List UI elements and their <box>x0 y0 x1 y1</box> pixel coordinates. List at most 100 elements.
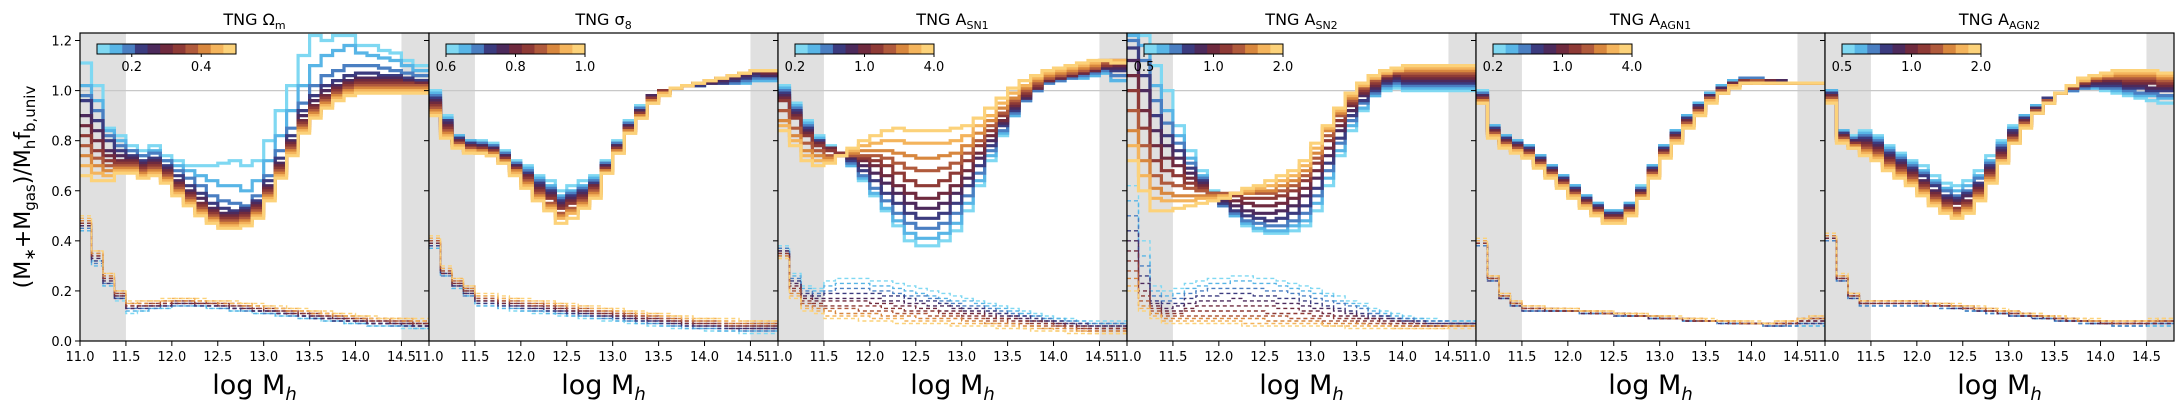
dashed-series-6 <box>1127 250 1476 327</box>
colorbar-tick-label: 0.2 <box>1483 60 1504 75</box>
solid-series-11 <box>80 91 429 230</box>
colorbar-swatch <box>1169 44 1183 54</box>
x-tick-label: 14.5 <box>387 350 416 365</box>
colorbar-swatch <box>908 44 922 54</box>
x-tick-label: 11.0 <box>1811 350 1840 365</box>
panel-title: TNG AAGN1 <box>1609 10 1691 32</box>
colorbar-swatch <box>1568 44 1582 54</box>
series-group <box>1476 76 1825 327</box>
colorbar-tick-label: 4.0 <box>1622 60 1643 75</box>
panel-title: TNG AAGN2 <box>1958 10 2040 32</box>
x-tick-label: 12.5 <box>1599 350 1628 365</box>
panel-6: TNG AAGN2 11.0 11.5 12.0 12.5 13.0 13.5 14.0 14.… <box>1811 10 2175 405</box>
colorbar-swatch <box>1867 44 1881 54</box>
solid-series-3 <box>1127 38 1476 228</box>
dashed-series-9 <box>429 237 778 325</box>
colorbar-swatch <box>1917 44 1931 54</box>
x-axis-label: log Mh <box>212 370 296 405</box>
shaded-region <box>1797 33 1825 341</box>
colorbar-swatch <box>210 44 224 54</box>
colorbar-swatch <box>795 44 809 54</box>
series-group <box>1825 69 2174 327</box>
series-group <box>429 69 778 335</box>
colorbar-swatch <box>1505 44 1519 54</box>
x-tick-label: 11.5 <box>1856 350 1885 365</box>
dashed-series-9 <box>1825 235 2174 322</box>
colorbar-swatch <box>1854 44 1868 54</box>
colorbar-swatch <box>832 44 847 54</box>
solid-series-8 <box>1127 71 1476 195</box>
x-tick-label: 13.0 <box>947 350 976 365</box>
y-tick-label: 0.8 <box>51 135 72 150</box>
dashed-series-1 <box>1127 185 1476 322</box>
colorbar-swatch <box>160 44 174 54</box>
series-group <box>80 33 429 330</box>
x-axis-label: log Mh <box>1259 370 1343 405</box>
dashed-series-10 <box>778 257 1127 335</box>
colorbar-frame <box>96 43 237 55</box>
dashed-series-2 <box>1127 200 1476 322</box>
x-tick-label: 13.5 <box>295 350 324 365</box>
solid-series-2 <box>1476 76 1825 213</box>
panel-2: TNG σ8 11.0 11.5 12.0 12.5 13.0 13.5 14.0 14.5 lo… <box>415 10 779 405</box>
colorbar-swatch <box>845 44 859 54</box>
colorbar-swatch <box>1245 44 1259 54</box>
x-tick-label: 12.0 <box>855 350 884 365</box>
solid-series-5 <box>1127 58 1476 215</box>
solid-series-4 <box>1476 79 1825 215</box>
dashed-series-10 <box>1127 285 1476 330</box>
colorbar-swatch <box>572 44 586 54</box>
panel-title: TNG ASN1 <box>915 10 988 32</box>
dashed-series-3 <box>1476 245 1825 327</box>
colorbar-swatch <box>458 44 472 54</box>
colorbar-swatch <box>559 44 573 54</box>
colorbar-swatch <box>509 44 523 54</box>
solid-series-4 <box>429 74 778 203</box>
dashed-series-9 <box>80 220 429 322</box>
colorbar-swatch <box>1207 44 1221 54</box>
x-tick-label: 12.0 <box>1902 350 1931 365</box>
dashed-series-7 <box>429 240 778 327</box>
x-tick-label: 12.5 <box>901 350 930 365</box>
colorbar-swatch <box>1181 44 1196 54</box>
colorbar-swatch <box>1257 44 1271 54</box>
colorbar-swatch <box>1232 44 1246 54</box>
solid-series-1 <box>80 33 429 168</box>
x-tick-label: 11.0 <box>1462 350 1491 365</box>
shaded-region <box>80 33 126 341</box>
colorbar-swatch <box>896 44 910 54</box>
colorbar-swatch <box>185 44 199 54</box>
dashed-series-1 <box>778 245 1127 322</box>
colorbar-tick-label: 0.2 <box>121 60 142 75</box>
dashed-series-7 <box>778 252 1127 330</box>
colorbar-swatch <box>1543 44 1557 54</box>
x-tick-label: 14.5 <box>1085 350 1114 365</box>
y-tick-label: 1.0 <box>51 85 72 100</box>
x-tick-label: 12.5 <box>552 350 581 365</box>
x-tick-label: 13.0 <box>1296 350 1325 365</box>
x-tick-label: 12.0 <box>157 350 186 365</box>
dashed-series-6 <box>778 252 1127 330</box>
colorbar-tick-label: 0.2 <box>785 60 806 75</box>
x-tick-label: 14.0 <box>2086 350 2115 365</box>
shaded-region <box>750 33 778 341</box>
x-tick-label: 12.5 <box>1948 350 1977 365</box>
x-tick-label: 14.0 <box>690 350 719 365</box>
panel-title: TNG ASN2 <box>1264 10 1337 32</box>
dashed-series-8 <box>429 240 778 325</box>
colorbar-tick-label: 2.0 <box>1971 60 1992 75</box>
panel-3: TNG ASN1 11.0 11.5 12.0 12.5 13.0 13.5 14.0 14.5… <box>764 10 1128 405</box>
dashed-series-11 <box>1476 237 1825 325</box>
y-tick-label: 1.2 <box>51 35 72 50</box>
dashed-series-7 <box>1127 260 1476 327</box>
colorbar: 0.2 1.0 4.0 <box>785 43 944 75</box>
shaded-region <box>429 33 475 341</box>
colorbar-swatch <box>1619 44 1633 54</box>
y-axis-label: (M∗+Mgas)/Mhfb,univ <box>11 86 39 289</box>
colorbar-swatch <box>1842 44 1856 54</box>
colorbar-swatch <box>122 44 136 54</box>
colorbar-tick-label: 0.6 <box>436 60 457 75</box>
x-tick-label: 12.0 <box>1553 350 1582 365</box>
x-tick-label: 11.5 <box>809 350 838 365</box>
colorbar-tick-label: 1.0 <box>1901 60 1922 75</box>
